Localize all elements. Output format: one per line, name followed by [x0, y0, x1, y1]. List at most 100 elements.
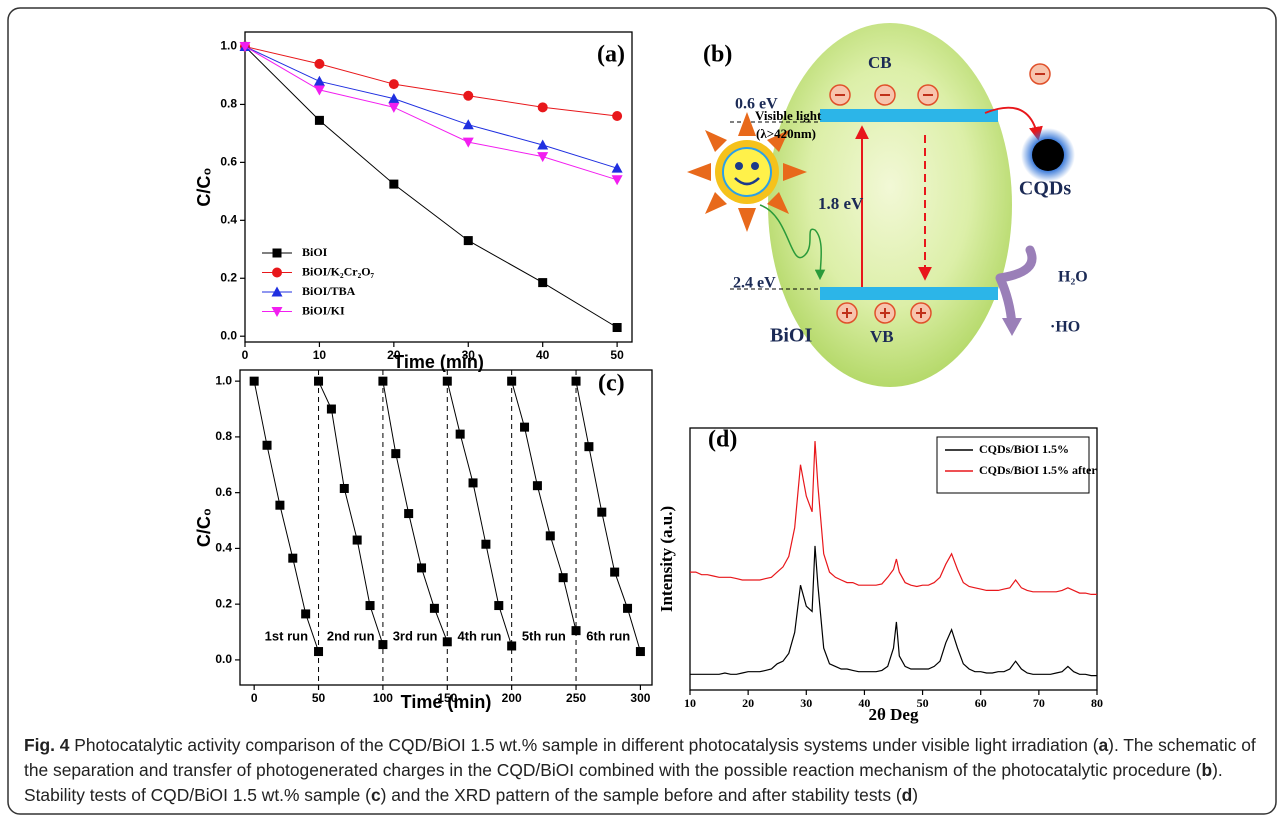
run-label: 3rd run — [393, 628, 438, 643]
chart: 0 10 20 30 40 50 0.0 0.2 0.4 0.6 0.8 1.0 Time (min) C… — [194, 31, 633, 372]
data-point — [571, 376, 581, 386]
x-tick-label: 20 — [387, 348, 401, 362]
light-label: Visible light — [755, 108, 822, 123]
caption-emphasis: c — [370, 785, 381, 805]
data-point — [388, 93, 400, 104]
series-line — [446, 381, 513, 647]
data-point — [507, 376, 517, 386]
x-tick-label: 60 — [975, 696, 987, 710]
shape — [687, 163, 711, 181]
data-point — [301, 609, 311, 619]
legend-label: BiOI/KI — [302, 303, 345, 317]
series-line — [253, 381, 319, 652]
x-tick-label: 30 — [800, 696, 812, 710]
legend-marker — [271, 286, 283, 297]
x-tick-label: 10 — [684, 696, 696, 710]
x-tick-label: 150 — [437, 691, 457, 705]
data-point — [462, 137, 474, 148]
run-label: 6th run — [586, 628, 630, 643]
caption-emphasis: a — [1098, 735, 1109, 755]
y-axis-label: C/C₀ — [194, 167, 214, 206]
vb-potential: 2.4 eV — [733, 275, 776, 292]
ho-label: ·HO — [1050, 319, 1080, 336]
data-point — [262, 440, 272, 450]
panel-label: (b) — [703, 42, 732, 68]
data-point — [558, 573, 568, 583]
data-point — [442, 637, 452, 647]
series-line — [575, 381, 641, 652]
series-line — [690, 441, 1097, 595]
series-line — [690, 545, 1097, 677]
data-point — [545, 531, 555, 541]
shape — [767, 192, 789, 214]
y-tick-label: 0.4 — [220, 212, 237, 226]
cqd — [1032, 139, 1064, 171]
data-point — [597, 507, 607, 517]
data-point — [532, 481, 542, 491]
y-tick-label: 1.0 — [220, 39, 237, 53]
data-point — [275, 500, 285, 510]
data-point — [635, 647, 645, 657]
y-tick-label: 0.2 — [220, 270, 237, 284]
caption-text: ) and the XRD pattern of the sample befo… — [380, 785, 902, 805]
run-label: 4th run — [457, 628, 501, 643]
data-point — [537, 102, 548, 113]
caption-text: ). The schematic of the separation and t… — [24, 735, 1261, 780]
transfer-arrow — [984, 106, 1043, 141]
panel-label: (c) — [598, 371, 625, 397]
series-line — [244, 46, 618, 117]
x-tick-label: 70 — [1033, 696, 1045, 710]
shape — [738, 208, 756, 232]
legend-label: BiOI — [302, 245, 328, 259]
data-point — [462, 119, 474, 130]
data-point — [584, 442, 594, 452]
plot-frame — [689, 427, 1098, 691]
data-point — [571, 626, 581, 636]
data-point — [455, 429, 465, 439]
run-label: 2nd run — [327, 628, 375, 643]
series-line — [382, 381, 448, 642]
shape — [738, 112, 756, 136]
data-point — [537, 152, 549, 163]
plot-frame — [244, 31, 633, 343]
y-tick-label: 0.8 — [215, 429, 232, 443]
oxidation-arrowhead — [1002, 318, 1022, 336]
x-tick-label: 300 — [630, 691, 650, 705]
x-axis-label: Time (min) — [393, 352, 484, 372]
panel-label: (d) — [708, 427, 737, 453]
legend-marker — [271, 307, 283, 317]
shape — [783, 163, 807, 181]
y-tick-label: 0.0 — [215, 652, 232, 666]
data-point — [442, 376, 452, 386]
x-tick-label: 20 — [742, 696, 754, 710]
data-point — [388, 79, 399, 90]
data-point — [288, 553, 298, 563]
y-tick-label: 1.0 — [215, 373, 232, 387]
data-point — [378, 376, 388, 386]
shape — [734, 177, 760, 186]
data-point — [239, 41, 251, 52]
data-point — [611, 175, 623, 186]
shape — [767, 130, 789, 152]
shape — [722, 147, 772, 197]
data-point — [389, 179, 399, 189]
x-tick-label: 30 — [462, 348, 476, 362]
shape — [735, 162, 743, 170]
conduction-band — [820, 109, 998, 122]
data-point — [494, 601, 504, 611]
light-arrow — [759, 204, 826, 281]
vb-label: VB — [870, 327, 894, 346]
caption-text: ). Stability tests of CQD/BiOI 1.5 wt.% … — [24, 760, 1228, 805]
charge-signs — [835, 73, 1045, 318]
run-label: 1st run — [265, 628, 308, 643]
data-point — [365, 601, 375, 611]
wavelength-label: (λ>420nm) — [756, 126, 816, 141]
data-point — [537, 139, 549, 150]
caption-text: ) — [912, 785, 919, 805]
x-tick-label: 200 — [502, 691, 522, 705]
caption: Fig. 4 Photocatalytic activity compariso… — [24, 733, 1264, 808]
y-axis-label: Intensity (a.u.) — [657, 506, 676, 612]
data-point — [468, 478, 478, 488]
data-point — [314, 376, 324, 386]
gap-label: 1.8 eV — [818, 194, 864, 213]
